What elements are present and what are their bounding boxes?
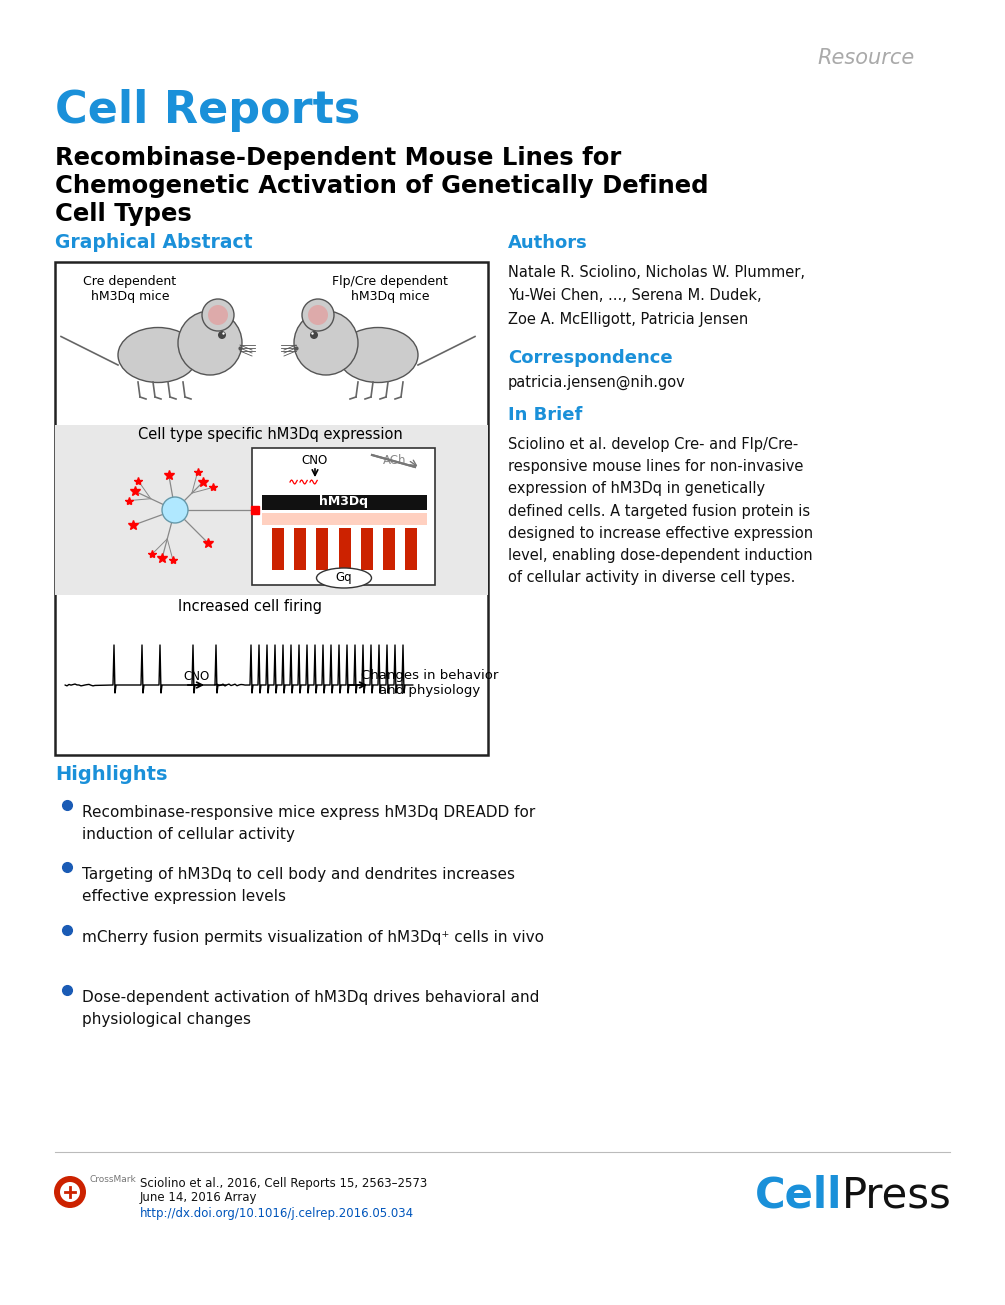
FancyBboxPatch shape [272,529,284,570]
Text: http://dx.doi.org/10.1016/j.celrep.2016.05.034: http://dx.doi.org/10.1016/j.celrep.2016.… [140,1207,414,1219]
Text: Chemogenetic Activation of Genetically Defined: Chemogenetic Activation of Genetically D… [55,174,709,198]
Text: June 14, 2016 Array: June 14, 2016 Array [140,1191,257,1205]
Ellipse shape [118,328,198,382]
Circle shape [60,1182,80,1202]
Circle shape [162,497,188,523]
Text: patricia.jensen@nih.gov: patricia.jensen@nih.gov [508,375,685,390]
Text: Press: Press [842,1174,952,1216]
Text: CrossMark: CrossMark [90,1176,137,1185]
Circle shape [310,331,318,339]
FancyBboxPatch shape [361,529,373,570]
FancyBboxPatch shape [252,448,435,585]
FancyBboxPatch shape [55,425,488,595]
Circle shape [178,311,242,375]
FancyBboxPatch shape [262,513,427,525]
Text: hM3Dq: hM3Dq [320,496,369,509]
Circle shape [218,331,226,339]
Text: Cell: Cell [755,1174,842,1216]
Text: Cell type specific hM3Dq expression: Cell type specific hM3Dq expression [138,428,402,442]
Circle shape [222,333,225,334]
Circle shape [302,299,334,331]
Text: Cell Reports: Cell Reports [55,89,361,132]
Circle shape [294,311,358,375]
Text: Increased cell firing: Increased cell firing [178,599,322,615]
Text: Recombinase-responsive mice express hM3Dq DREADD for
induction of cellular activ: Recombinase-responsive mice express hM3D… [82,805,536,842]
Circle shape [308,305,328,325]
Text: In Brief: In Brief [508,406,582,424]
Text: Dose-dependent activation of hM3Dq drives behavioral and
physiological changes: Dose-dependent activation of hM3Dq drive… [82,990,540,1027]
FancyBboxPatch shape [317,529,329,570]
FancyBboxPatch shape [294,529,307,570]
Text: Targeting of hM3Dq to cell body and dendrites increases
effective expression lev: Targeting of hM3Dq to cell body and dend… [82,867,515,903]
FancyBboxPatch shape [405,529,417,570]
Text: Resource: Resource [818,48,915,68]
Text: Sciolino et al., 2016, Cell Reports 15, 2563–2573: Sciolino et al., 2016, Cell Reports 15, … [140,1177,427,1189]
Text: CNO: CNO [302,454,328,466]
Circle shape [54,1176,86,1208]
Text: Gq: Gq [336,570,353,583]
Text: Natale R. Sciolino, Nicholas W. Plummer,
Yu-Wei Chen, ..., Serena M. Dudek,
Zoe : Natale R. Sciolino, Nicholas W. Plummer,… [508,265,805,326]
Text: Cell Types: Cell Types [55,202,192,226]
Text: Graphical Abstract: Graphical Abstract [55,234,252,252]
Text: CNO: CNO [183,669,209,683]
Text: ACh: ACh [383,454,407,466]
Circle shape [312,333,314,334]
Ellipse shape [338,328,418,382]
Text: Changes in behavior
and physiology: Changes in behavior and physiology [362,669,498,697]
Circle shape [202,299,234,331]
FancyBboxPatch shape [339,529,351,570]
Text: Authors: Authors [508,234,588,252]
FancyBboxPatch shape [383,529,395,570]
Text: mCherry fusion permits visualization of hM3Dq⁺ cells in vivo: mCherry fusion permits visualization of … [82,930,544,945]
Ellipse shape [317,568,372,589]
Circle shape [208,305,228,325]
Text: Highlights: Highlights [55,766,168,784]
Text: Cre dependent
hM3Dq mice: Cre dependent hM3Dq mice [83,275,177,303]
FancyBboxPatch shape [55,262,488,756]
FancyBboxPatch shape [262,495,427,510]
Text: Flp/Cre dependent
hM3Dq mice: Flp/Cre dependent hM3Dq mice [332,275,448,303]
Text: Sciolino et al. develop Cre- and Flp/Cre-
responsive mouse lines for non-invasiv: Sciolino et al. develop Cre- and Flp/Cre… [508,437,813,585]
Text: Correspondence: Correspondence [508,348,672,367]
Text: Recombinase-Dependent Mouse Lines for: Recombinase-Dependent Mouse Lines for [55,146,621,170]
